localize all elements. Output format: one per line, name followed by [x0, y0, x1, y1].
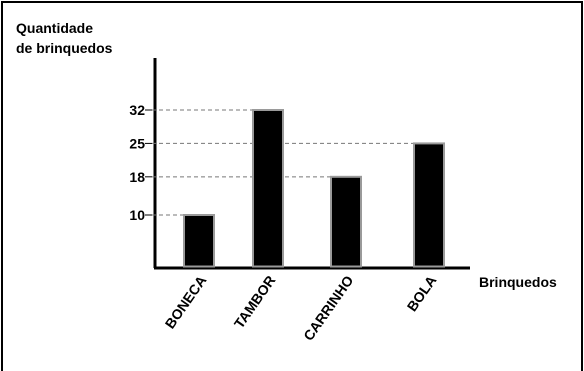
bar-carrinho: [330, 175, 362, 268]
bar-bola: [413, 142, 445, 268]
x-tick-label-bola: BOLA: [404, 273, 440, 315]
y-tick-label-10: 10: [129, 207, 145, 223]
bar-tambor: [252, 109, 284, 268]
x-tick-label-tambor: TAMBOR: [231, 273, 279, 332]
y-tick-label-32: 32: [129, 102, 145, 118]
y-axis-title-line2: de brinquedos: [16, 40, 113, 56]
y-axis-title-line1: Quantidade: [16, 20, 93, 36]
y-tick-label-25: 25: [129, 135, 145, 151]
x-tick-label-carrinho: CARRINHO: [300, 272, 356, 343]
x-axis-title: Brinquedos: [479, 274, 557, 290]
x-tick-label-boneca: BONECA: [162, 273, 210, 332]
bar-boneca: [183, 214, 215, 268]
y-tick-label-18: 18: [129, 169, 145, 185]
